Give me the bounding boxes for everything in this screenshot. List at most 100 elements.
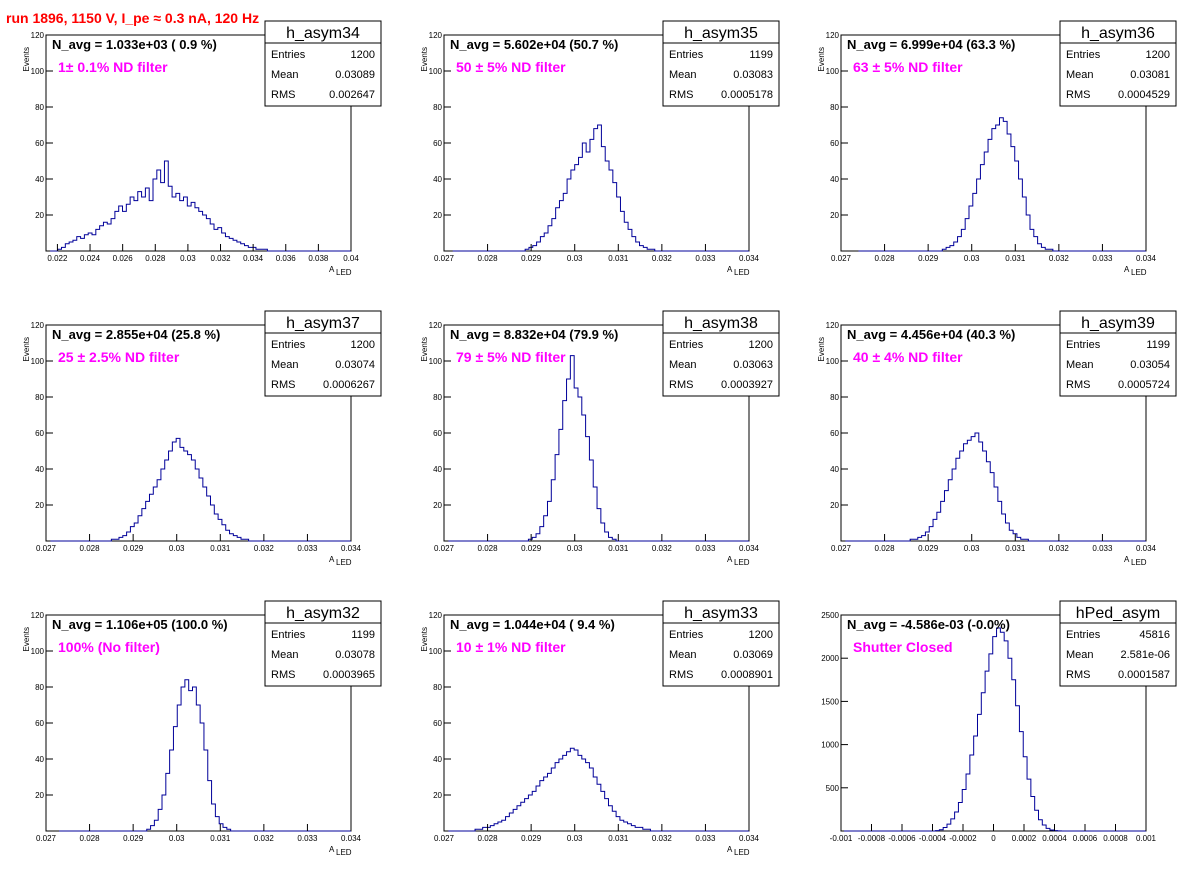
x-tick-label: 0.03: [567, 544, 583, 553]
navg-label: N_avg = 8.832e+04 (79.9 %): [450, 327, 618, 342]
histogram-line: [448, 355, 749, 542]
y-tick-label: 40: [830, 175, 839, 184]
stats-value: 1200: [351, 339, 375, 351]
x-tick-label: 0.022: [47, 254, 68, 263]
x-tick-label: 0.029: [123, 834, 144, 843]
x-tick-label: 0.028: [875, 254, 896, 263]
stats-name: h_asym36: [1081, 25, 1155, 42]
stats-box: [1059, 20, 1177, 107]
y-tick-label: 100: [31, 647, 45, 656]
x-axis-label-sub: LED: [734, 268, 750, 277]
stats-label: Entries: [1066, 49, 1101, 61]
stats-value: 45816: [1139, 629, 1170, 641]
histogram-panel-h_asym34: 0.022 0.024 0.026 0.028 0.03 0.032 0.034 0.036 0…: [22, 20, 382, 277]
y-tick-label: 100: [429, 357, 443, 366]
x-axis-label-sub: LED: [336, 558, 352, 567]
filter-label: 25 ± 2.5% ND filter: [58, 349, 180, 365]
navg-label: N_avg = 1.044e+04 ( 9.4 %): [450, 617, 615, 632]
x-tick-label: 0.038: [308, 254, 329, 263]
x-tick-label: 0.027: [36, 544, 57, 553]
y-tick-label: 60: [35, 429, 44, 438]
filter-label: 63 ± 5% ND filter: [853, 59, 963, 75]
y-tick-label: 40: [35, 465, 44, 474]
navg-label: N_avg = 1.033e+03 ( 0.9 %): [52, 37, 217, 52]
stats-label: RMS: [271, 379, 295, 391]
stats-label: RMS: [1066, 669, 1090, 681]
histogram-panel-h_asym39: 0.027 0.028 0.029 0.03 0.031 0.032 0.033 0.034 2…: [817, 310, 1177, 567]
stats-label: Entries: [1066, 629, 1101, 641]
x-tick-label: 0.03: [567, 834, 583, 843]
y-tick-label: 100: [826, 357, 840, 366]
y-tick-label: 20: [35, 501, 44, 510]
y-tick-label: 80: [433, 393, 442, 402]
filter-label: 79 ± 5% ND filter: [456, 349, 566, 365]
y-tick-label: 60: [433, 719, 442, 728]
stats-value: 0.03089: [335, 69, 375, 81]
y-tick-label: 500: [826, 784, 840, 793]
stats-box: [1059, 600, 1177, 687]
stats-label: Entries: [669, 339, 704, 351]
stats-box: [662, 310, 780, 397]
y-tick-label: 60: [433, 139, 442, 148]
stats-label: Mean: [1066, 359, 1094, 371]
x-axis-label-sub: LED: [734, 848, 750, 857]
stats-label: RMS: [1066, 89, 1090, 101]
stats-label: Entries: [669, 49, 704, 61]
stats-value: 1199: [749, 49, 773, 61]
x-tick-label: 0.034: [1136, 544, 1157, 553]
histogram-panel-hPed_asym: -0.001 -0.0008 -0.0006 -0.0004 -0.0002 0 0.000…: [821, 600, 1177, 843]
x-tick-label: 0.03: [964, 254, 980, 263]
x-tick-label: 0.0004: [1042, 834, 1067, 843]
y-tick-label: 120: [31, 31, 45, 40]
x-axis-label: A: [329, 845, 335, 854]
x-tick-label: 0.03: [567, 254, 583, 263]
histogram-line: [858, 117, 1146, 252]
x-tick-label: 0.032: [254, 544, 275, 553]
x-tick-label: 0.028: [478, 544, 499, 553]
x-axis-label: A: [727, 555, 733, 564]
y-axis-label: Events: [22, 47, 31, 71]
x-tick-label: 0.034: [341, 834, 362, 843]
stats-value: 0.03063: [733, 359, 773, 371]
stats-label: Mean: [1066, 649, 1094, 661]
y-tick-label: 120: [31, 611, 45, 620]
histogram-panel-h_asym35: 0.027 0.028 0.029 0.03 0.031 0.032 0.033 0.034 2…: [420, 20, 780, 277]
x-axis-label: A: [727, 845, 733, 854]
x-tick-label: -0.0004: [919, 834, 947, 843]
y-tick-label: 2500: [821, 611, 839, 620]
x-axis-label: A: [329, 555, 335, 564]
x-axis-label: A: [1124, 265, 1130, 274]
filter-label: 1± 0.1% ND filter: [58, 59, 168, 75]
stats-value: 0.03083: [733, 69, 773, 81]
x-axis-label-sub: LED: [336, 268, 352, 277]
filter-label: 10 ± 1% ND filter: [456, 639, 566, 655]
x-tick-label: 0.033: [297, 544, 318, 553]
y-tick-label: 60: [830, 139, 839, 148]
y-tick-label: 120: [826, 31, 840, 40]
y-tick-label: 80: [35, 683, 44, 692]
stats-value: 0.002647: [329, 89, 375, 101]
x-tick-label: 0.0002: [1012, 834, 1037, 843]
x-tick-label: 0.031: [210, 834, 231, 843]
y-tick-label: 40: [35, 175, 44, 184]
x-tick-label: 0.033: [695, 544, 716, 553]
stats-value: 0.0005178: [721, 89, 773, 101]
x-tick-label: 0.034: [739, 254, 760, 263]
x-tick-label: 0.028: [80, 544, 101, 553]
y-axis-label: Events: [22, 627, 31, 651]
stats-label: Mean: [271, 359, 299, 371]
histogram-line: [452, 124, 749, 252]
y-axis-label: Events: [22, 337, 31, 361]
x-tick-label: 0.032: [254, 834, 275, 843]
y-tick-label: 40: [35, 755, 44, 764]
y-tick-label: 20: [433, 501, 442, 510]
x-tick-label: 0.03: [964, 544, 980, 553]
y-tick-label: 100: [31, 67, 45, 76]
stats-value: 0.0008901: [721, 669, 773, 681]
x-tick-label: -0.0008: [858, 834, 886, 843]
y-tick-label: 60: [433, 429, 442, 438]
y-tick-label: 120: [429, 611, 443, 620]
y-axis-label: Events: [420, 47, 429, 71]
x-tick-label: 0.029: [918, 544, 939, 553]
x-tick-label: 0.031: [608, 544, 629, 553]
